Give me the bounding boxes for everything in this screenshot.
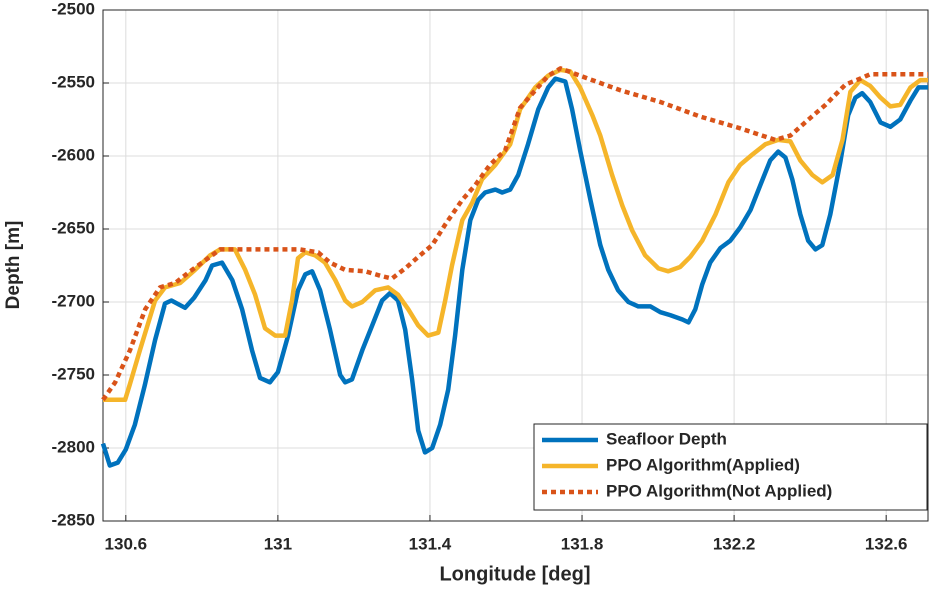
- x-axis-label: Longitude [deg]: [439, 563, 590, 585]
- x-tick-label: 130.6: [105, 534, 148, 553]
- legend-label: PPO Algorithm(Not Applied): [606, 481, 832, 500]
- legend: Seafloor Depth PPO Algorithm(Applied) PPO …: [533, 423, 928, 511]
- y-tick-label: -2800: [52, 437, 95, 456]
- data-line: [101, 66, 928, 402]
- legend-label: Seafloor Depth: [606, 429, 727, 448]
- y-tick-label: -2550: [52, 72, 95, 91]
- data-line: [103, 67, 928, 403]
- y-tick-label: -2650: [52, 218, 95, 237]
- y-tick-label: -2500: [52, 0, 95, 18]
- x-tick-label: 131.4: [409, 534, 452, 553]
- y-tick-label: -2850: [52, 510, 95, 529]
- data-line: [100, 76, 928, 468]
- x-tick-label: 131.8: [561, 534, 604, 553]
- x-tick-label: 132.6: [865, 534, 908, 553]
- y-tick-label: -2750: [52, 364, 95, 383]
- x-tick-label: 131: [264, 534, 292, 553]
- plot-frame: [102, 9, 929, 522]
- y-axis-label: Depth [m]: [3, 221, 24, 310]
- y-tick-label: -2600: [52, 145, 95, 164]
- y-tick-label: -2700: [52, 291, 95, 310]
- x-tick-label: 132.2: [713, 534, 756, 553]
- legend-label: PPO Algorithm(Applied): [606, 455, 800, 474]
- legend-box: [533, 423, 928, 511]
